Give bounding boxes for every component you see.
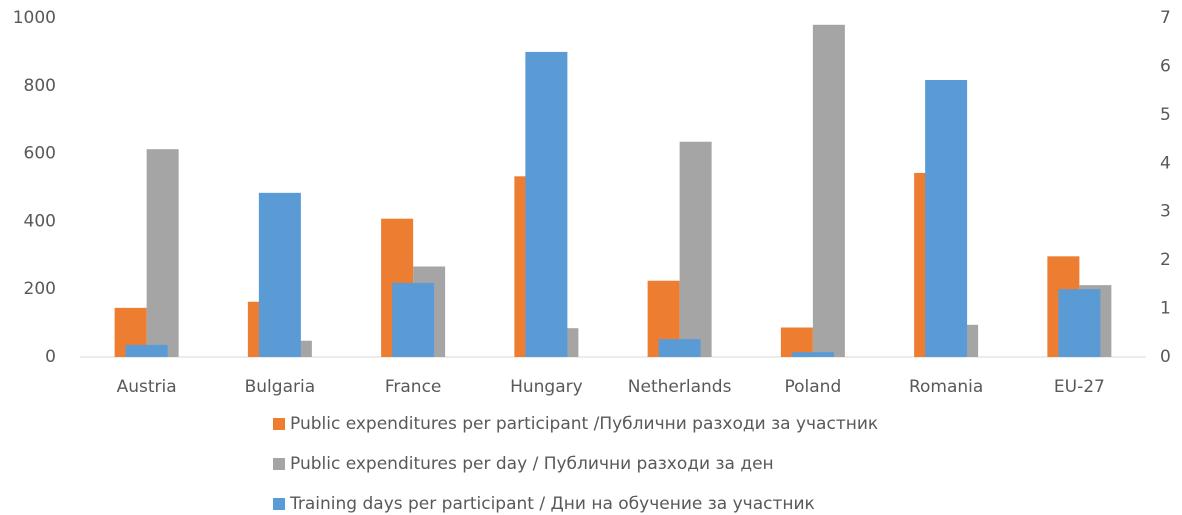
bar (125, 344, 168, 357)
y2-tick-label: 4 (1160, 153, 1171, 173)
x-tick-label: Netherlands (628, 377, 732, 397)
y2-tick-label: 3 (1160, 202, 1171, 222)
legend-label: Public expenditures per day / Публични р… (290, 454, 774, 474)
y2-tick-label: 5 (1160, 105, 1171, 125)
y-tick-label: 1000 (13, 8, 56, 28)
y2-tick-label: 6 (1160, 56, 1171, 76)
y2-tick-label: 1 (1160, 299, 1171, 319)
y-tick-label: 400 (24, 211, 56, 231)
x-tick-label: Poland (784, 377, 841, 397)
x-tick-label: Hungary (510, 377, 583, 397)
y2-tick-label: 7 (1160, 8, 1171, 28)
x-tick-label: Bulgaria (245, 377, 316, 397)
bar (1058, 289, 1101, 357)
bar (392, 282, 435, 357)
x-tick-label: Austria (117, 377, 177, 397)
y-tick-label: 0 (45, 347, 56, 367)
bar (258, 192, 301, 357)
legend-label: Training days per participant / Дни на о… (289, 494, 815, 514)
bar (146, 149, 179, 357)
y-tick-label: 800 (24, 76, 56, 96)
bar (679, 141, 712, 357)
legend-swatch (273, 498, 285, 510)
x-tick-label: France (385, 377, 442, 397)
x-tick-label: EU-27 (1054, 377, 1105, 397)
legend-swatch (273, 458, 285, 470)
y2-tick-label: 2 (1160, 250, 1171, 270)
bar (658, 339, 701, 357)
x-tick-label: Romania (909, 377, 983, 397)
y-tick-label: 200 (24, 279, 56, 299)
bar (812, 24, 845, 358)
y-tick-label: 600 (24, 144, 56, 164)
legend-label: Public expenditures per participant /Пуб… (290, 414, 878, 434)
bar (791, 352, 834, 357)
bar (925, 79, 968, 357)
legend-swatch (273, 418, 285, 430)
y2-tick-label: 0 (1160, 347, 1171, 367)
bar (525, 51, 568, 358)
bar (780, 327, 813, 357)
